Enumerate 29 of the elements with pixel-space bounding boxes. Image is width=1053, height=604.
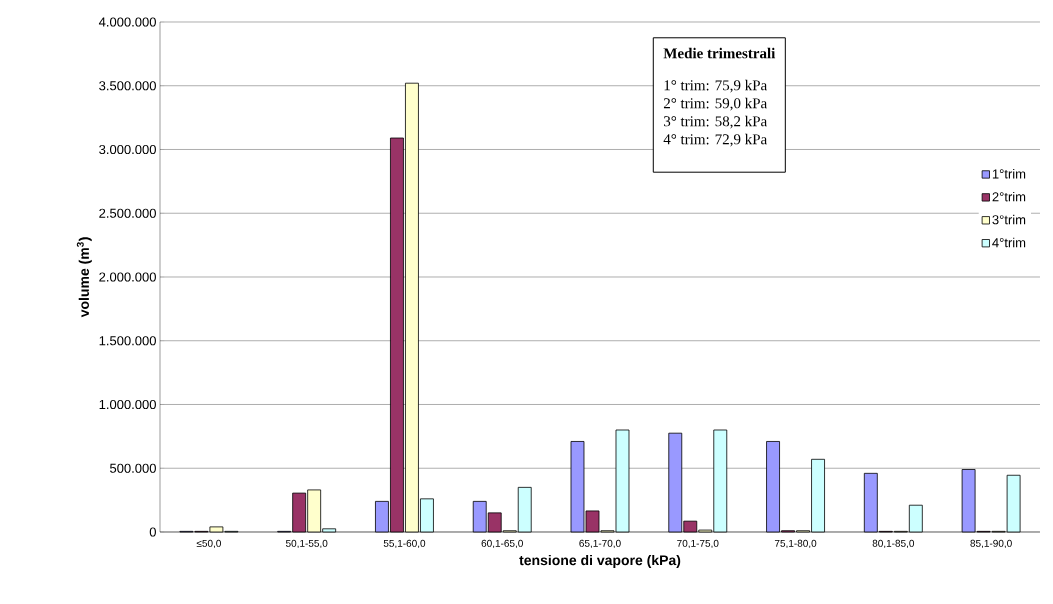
y-tick-label: 0 — [149, 527, 156, 537]
y-tick-label: 2.000.000 — [99, 272, 156, 282]
legend-label: 1°trim — [992, 168, 1026, 179]
y-tick-label: 3.500.000 — [99, 81, 156, 91]
x-tick-label: ≤50,0 — [196, 539, 221, 549]
annotation: Medie trimestrali — [663, 47, 776, 59]
legend-label: 2°trim — [992, 191, 1026, 202]
x-tick-label: 55,1-60,0 — [383, 539, 426, 549]
x-tick-label: 80,1-85,0 — [872, 539, 915, 549]
y-tick-label: 1.500.000 — [99, 336, 156, 346]
annotation: 3° trim: 58,2 kPa — [664, 115, 767, 129]
x-tick-label: 75,1-80,0 — [774, 539, 817, 549]
annotation: 4° trim: 72,9 kPa — [663, 133, 767, 147]
legend-label: 4°trim — [992, 237, 1026, 248]
x-tick-label: 60,1-65,0 — [481, 539, 523, 549]
x-tick-label: 70,1-75,0 — [677, 539, 719, 549]
annotation: 1° trim: 75,9 kPa — [664, 79, 767, 93]
y-tick-label: 2.500.000 — [99, 208, 156, 218]
x-tick-label: 50,1-55,0 — [285, 539, 328, 549]
y-tick-label: 500.000 — [110, 463, 156, 473]
y-tick-label: 4.000.000 — [98, 17, 156, 27]
x-tick-label: 85,1-90,0 — [970, 539, 1012, 549]
x-tick-label: 65,1-70,0 — [579, 539, 621, 549]
y-tick-label: 1.000.000 — [99, 399, 156, 410]
legend-label: 3°trim — [992, 214, 1026, 225]
x-axis-title: tensione di vapore (kPa) — [519, 554, 681, 568]
y-tick-label: 3.000.000 — [99, 144, 156, 155]
y-axis-title: volume (m$^{3}$) — [76, 237, 92, 318]
annotation: 2° trim: 59,0 kPa — [663, 97, 767, 111]
